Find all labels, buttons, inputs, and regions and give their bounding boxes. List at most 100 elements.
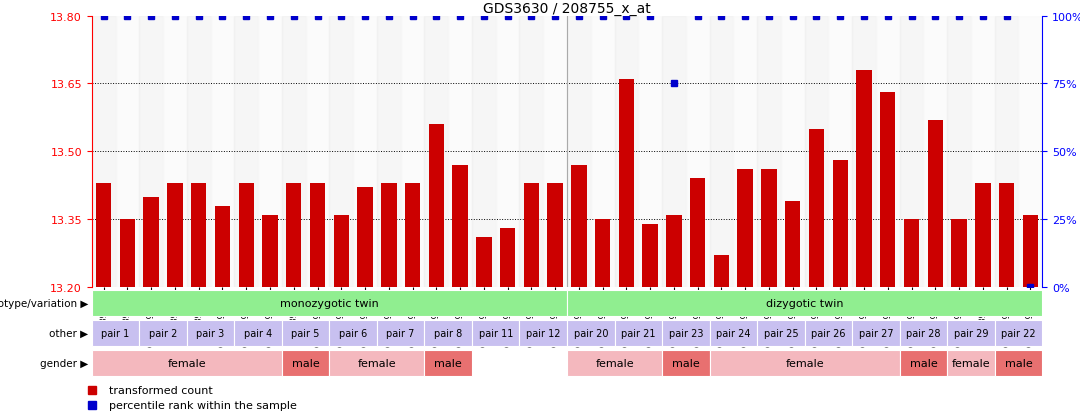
Bar	[761, 170, 777, 287]
Bar	[282, 351, 329, 376]
Text: pair 20: pair 20	[573, 328, 608, 338]
Bar	[543, 17, 567, 287]
Text: pair 8: pair 8	[434, 328, 462, 338]
Text: pair 2: pair 2	[149, 328, 177, 338]
Bar	[876, 17, 900, 287]
Text: female: female	[167, 358, 206, 368]
Bar	[401, 17, 424, 287]
Bar	[306, 17, 329, 287]
Text: pair 23: pair 23	[669, 328, 703, 338]
Text: other ▶: other ▶	[50, 328, 89, 338]
Bar	[567, 320, 615, 346]
Bar	[662, 320, 710, 346]
Bar	[975, 183, 990, 287]
Bar	[785, 202, 800, 287]
Text: gender ▶: gender ▶	[40, 358, 89, 368]
Bar	[144, 197, 159, 287]
Text: pair 26: pair 26	[811, 328, 846, 338]
Text: pair 29: pair 29	[954, 328, 988, 338]
Bar	[448, 17, 472, 287]
Bar	[357, 188, 373, 287]
Bar	[239, 183, 254, 287]
Bar	[595, 220, 610, 287]
Text: female: female	[357, 358, 396, 368]
Bar	[234, 320, 282, 346]
Bar	[329, 17, 353, 287]
Bar	[809, 129, 824, 287]
Text: female: female	[595, 358, 634, 368]
Bar	[496, 17, 519, 287]
Bar	[329, 320, 377, 346]
Bar	[92, 17, 116, 287]
Bar	[828, 17, 852, 287]
Bar	[524, 183, 539, 287]
Bar	[690, 179, 705, 287]
Bar	[928, 120, 943, 287]
Text: male: male	[434, 358, 462, 368]
Bar	[424, 320, 472, 346]
Text: pair 6: pair 6	[339, 328, 367, 338]
Text: male: male	[672, 358, 700, 368]
Bar	[686, 17, 710, 287]
Bar	[472, 17, 496, 287]
Bar	[900, 320, 947, 346]
Bar	[733, 17, 757, 287]
Bar	[852, 17, 876, 287]
Bar	[619, 80, 634, 287]
Bar	[995, 351, 1042, 376]
Bar	[519, 17, 543, 287]
Bar	[591, 17, 615, 287]
Bar	[519, 320, 567, 346]
Bar	[405, 183, 420, 287]
Bar	[900, 351, 947, 376]
Bar	[781, 17, 805, 287]
Bar	[615, 17, 638, 287]
Bar	[567, 17, 591, 287]
Bar	[429, 125, 444, 287]
Bar	[710, 17, 733, 287]
Bar	[353, 17, 377, 287]
Bar	[453, 166, 468, 287]
Bar	[567, 291, 1042, 316]
Text: pair 1: pair 1	[102, 328, 130, 338]
Bar	[215, 206, 230, 287]
Text: pair 24: pair 24	[716, 328, 751, 338]
Bar	[377, 320, 424, 346]
Text: pair 5: pair 5	[292, 328, 320, 338]
Bar	[187, 17, 211, 287]
Bar	[662, 17, 686, 287]
Bar	[211, 17, 234, 287]
Bar	[738, 170, 753, 287]
Text: transformed count: transformed count	[109, 385, 213, 395]
Bar	[282, 17, 306, 287]
Text: pair 7: pair 7	[387, 328, 415, 338]
Bar	[805, 320, 852, 346]
Bar	[334, 215, 349, 287]
Bar	[710, 320, 757, 346]
Bar	[904, 220, 919, 287]
Bar	[852, 320, 900, 346]
Bar	[638, 17, 662, 287]
Text: pair 22: pair 22	[1001, 328, 1036, 338]
Bar	[757, 320, 805, 346]
Text: pair 4: pair 4	[244, 328, 272, 338]
Text: pair 28: pair 28	[906, 328, 941, 338]
Bar	[666, 215, 681, 287]
Bar	[139, 17, 163, 287]
Bar	[1018, 17, 1042, 287]
Text: percentile rank within the sample: percentile rank within the sample	[109, 400, 297, 410]
Bar	[999, 183, 1014, 287]
Text: pair 11: pair 11	[478, 328, 513, 338]
Bar	[258, 17, 282, 287]
Bar	[381, 183, 396, 287]
Text: female: female	[951, 358, 990, 368]
Bar	[282, 320, 329, 346]
Bar	[92, 291, 567, 316]
Bar	[286, 183, 301, 287]
Bar	[880, 93, 895, 287]
Bar	[643, 224, 658, 287]
Text: dizygotic twin: dizygotic twin	[766, 298, 843, 308]
Bar	[139, 320, 187, 346]
Text: pair 21: pair 21	[621, 328, 656, 338]
Bar	[234, 17, 258, 287]
